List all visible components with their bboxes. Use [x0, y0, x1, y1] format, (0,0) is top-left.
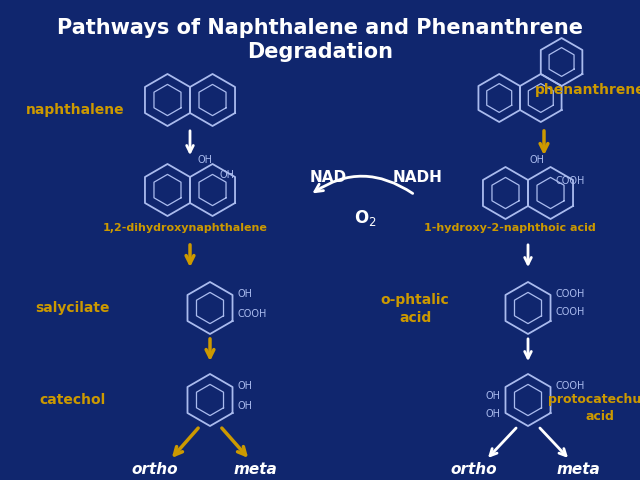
Text: O$_2$: O$_2$ — [354, 208, 376, 228]
Text: catechol: catechol — [39, 393, 105, 407]
Text: OH: OH — [485, 409, 500, 419]
Text: protocatechuic: protocatechuic — [548, 394, 640, 407]
Text: acid: acid — [399, 311, 431, 325]
Text: o-phtalic: o-phtalic — [381, 293, 449, 307]
Text: OH: OH — [238, 381, 253, 391]
Text: OH: OH — [485, 391, 500, 401]
Text: OH: OH — [238, 289, 253, 299]
Text: meta: meta — [556, 463, 600, 478]
Text: OH: OH — [198, 155, 213, 165]
Text: COOH: COOH — [238, 309, 268, 319]
Text: OH: OH — [220, 170, 235, 180]
Text: COOH: COOH — [556, 289, 586, 299]
Text: acid: acid — [586, 409, 614, 422]
Text: COOH: COOH — [556, 381, 586, 391]
Text: OH: OH — [238, 401, 253, 411]
Text: NAD: NAD — [309, 170, 347, 185]
Text: Pathways of Naphthalene and Phenanthrene: Pathways of Naphthalene and Phenanthrene — [57, 18, 583, 38]
Text: OH: OH — [530, 155, 545, 165]
Text: 1,2-dihydroxynaphthalene: 1,2-dihydroxynaphthalene — [102, 223, 268, 233]
Text: meta: meta — [233, 463, 277, 478]
Text: 1-hydroxy-2-naphthoic acid: 1-hydroxy-2-naphthoic acid — [424, 223, 596, 233]
Text: COOH: COOH — [556, 307, 586, 317]
Text: ortho: ortho — [132, 463, 179, 478]
Text: naphthalene: naphthalene — [26, 103, 124, 117]
Text: ortho: ortho — [451, 463, 497, 478]
Text: salycilate: salycilate — [35, 301, 109, 315]
Text: Degradation: Degradation — [247, 42, 393, 62]
Text: COOH: COOH — [556, 176, 586, 186]
Text: NADH: NADH — [393, 170, 443, 185]
Text: phenanthrene: phenanthrene — [534, 83, 640, 97]
